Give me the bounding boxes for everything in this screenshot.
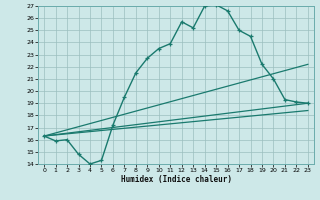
X-axis label: Humidex (Indice chaleur): Humidex (Indice chaleur) xyxy=(121,175,231,184)
